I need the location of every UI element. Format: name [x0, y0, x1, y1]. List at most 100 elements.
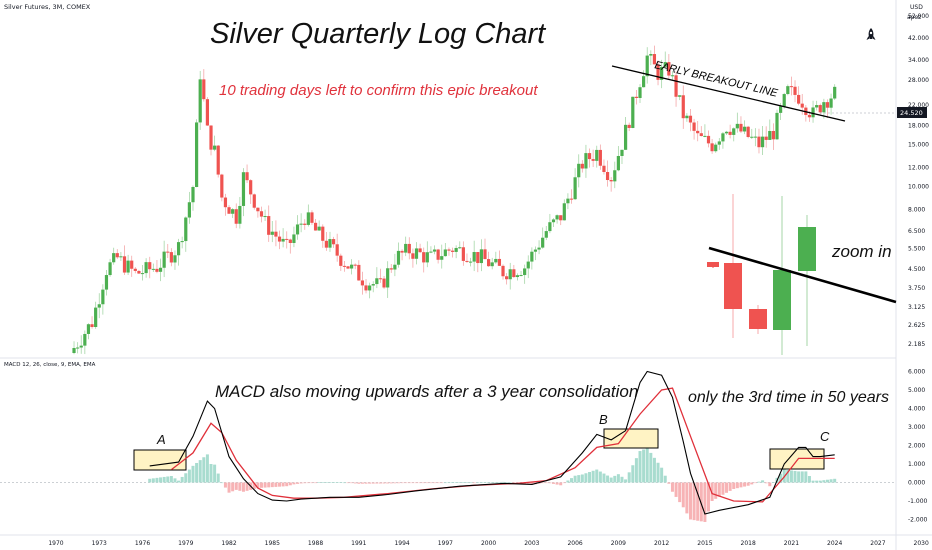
- histogram-bar: [436, 482, 440, 484]
- candle: [256, 207, 260, 212]
- box-c-label: C: [820, 429, 830, 444]
- candle: [829, 98, 833, 108]
- price-tick-label: 22.000: [908, 102, 929, 109]
- histogram-bar: [357, 482, 361, 484]
- candle: [577, 163, 581, 178]
- candle: [674, 75, 678, 97]
- candle: [72, 348, 76, 353]
- box-a-label: A: [156, 432, 166, 447]
- zoom-trendline: [708, 246, 897, 304]
- histogram-bar: [231, 482, 235, 492]
- candle: [667, 62, 671, 76]
- candle: [137, 270, 141, 274]
- histogram-bar: [213, 464, 217, 483]
- candle: [112, 253, 116, 263]
- histogram-bar: [616, 474, 620, 483]
- histogram-bar: [717, 482, 721, 497]
- candle: [299, 223, 303, 225]
- candle: [422, 252, 426, 263]
- candle: [144, 262, 148, 274]
- histogram-bar: [570, 478, 574, 483]
- histogram-bar: [306, 482, 310, 484]
- candle: [609, 180, 613, 182]
- histogram-bar: [310, 482, 314, 484]
- candle: [508, 269, 512, 280]
- histogram-bar: [378, 482, 382, 484]
- macd-tick-label: 1.000: [908, 461, 925, 468]
- histogram-bar: [317, 482, 321, 483]
- candle: [533, 249, 538, 252]
- histogram-bar: [227, 482, 231, 493]
- price-tick-label: 3.125: [908, 304, 925, 311]
- zoom-candle: [707, 262, 719, 267]
- candle: [227, 207, 231, 214]
- histogram-bar: [299, 482, 303, 484]
- candle: [418, 248, 422, 253]
- candle: [292, 234, 296, 243]
- candle: [436, 249, 440, 260]
- candle: [274, 231, 278, 237]
- candle: [721, 133, 725, 142]
- candle: [176, 242, 181, 256]
- candle: [775, 112, 779, 140]
- histogram-bar: [252, 482, 256, 489]
- histogram-bar: [696, 482, 700, 521]
- candle: [627, 124, 631, 128]
- candle: [678, 95, 682, 97]
- histogram-bar: [209, 464, 213, 483]
- histogram-bar: [454, 482, 458, 483]
- histogram-bar: [440, 482, 444, 484]
- histogram-bar: [526, 482, 530, 485]
- candle: [303, 223, 307, 225]
- candle: [638, 87, 642, 98]
- candle: [393, 264, 397, 270]
- histogram-bar: [753, 482, 757, 484]
- macd-tick-label: 0.000: [908, 480, 925, 487]
- candle: [815, 105, 819, 108]
- candle: [249, 180, 253, 195]
- histogram-bar: [663, 475, 667, 483]
- candle: [202, 79, 206, 100]
- candle: [360, 280, 365, 286]
- candle: [833, 86, 837, 99]
- candle: [270, 231, 274, 235]
- time-tick-label: 2021: [784, 540, 799, 547]
- histogram-bar: [735, 482, 739, 489]
- price-tick-label: 12.000: [908, 165, 929, 172]
- candle: [241, 172, 246, 206]
- histogram-bar: [822, 480, 826, 483]
- price-tick-label: 2.625: [908, 322, 925, 329]
- zoom-candle: [749, 309, 767, 329]
- histogram-bar: [195, 462, 199, 483]
- candle: [86, 324, 91, 334]
- histogram-bar: [559, 482, 563, 486]
- histogram-bar: [234, 482, 238, 490]
- histogram-bar: [829, 479, 833, 483]
- candle: [281, 238, 285, 242]
- rocket-icon: [866, 28, 876, 40]
- histogram-bar: [346, 482, 350, 484]
- histogram-bar: [368, 482, 372, 484]
- candle: [696, 130, 700, 134]
- candle: [757, 136, 761, 148]
- histogram-bar: [728, 482, 732, 491]
- price-tick-label: 15.000: [908, 141, 929, 148]
- price-tick-label: 4.500: [908, 266, 925, 273]
- candles-group: [72, 45, 837, 355]
- scale-mode-label[interactable]: apoz: [907, 14, 921, 21]
- histogram-bar: [389, 482, 393, 484]
- histogram-bar: [191, 465, 195, 483]
- time-tick-label: 2018: [741, 540, 756, 547]
- candle: [79, 345, 83, 348]
- last-price-tag: [897, 107, 927, 118]
- candle: [515, 275, 520, 278]
- candle: [595, 149, 599, 161]
- symbol-label[interactable]: Silver Futures, 3M, COMEX: [4, 3, 91, 11]
- histogram-bar: [743, 482, 747, 487]
- candle: [634, 96, 639, 98]
- price-tick-label: 18.000: [908, 123, 929, 130]
- histogram-bar: [551, 482, 555, 484]
- time-tick-label: 1997: [438, 540, 453, 547]
- histogram-bar: [382, 482, 386, 484]
- macd-indicator-label[interactable]: MACD 12, 26, close, 9, EMA, EMA: [4, 362, 96, 368]
